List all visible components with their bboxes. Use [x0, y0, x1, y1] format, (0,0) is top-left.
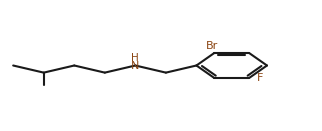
Text: Br: Br	[206, 41, 219, 51]
Text: H: H	[131, 53, 139, 63]
Text: F: F	[256, 73, 263, 83]
Text: N: N	[131, 61, 139, 70]
